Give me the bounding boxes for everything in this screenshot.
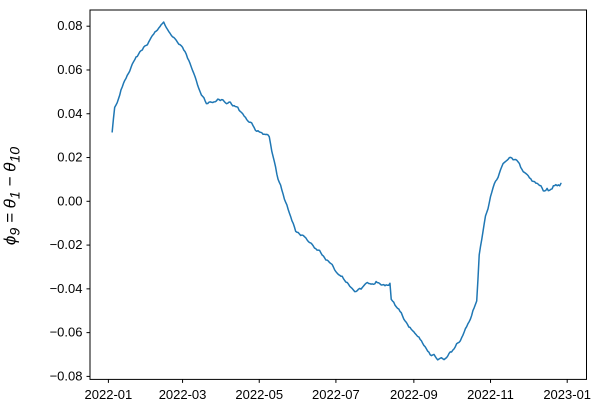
svg-text:0.08: 0.08: [57, 18, 82, 33]
svg-text:0.06: 0.06: [57, 62, 82, 77]
svg-text:2022-05: 2022-05: [235, 387, 283, 402]
svg-text:2022-07: 2022-07: [312, 387, 360, 402]
svg-text:−0.02: −0.02: [50, 237, 83, 252]
svg-text:0.04: 0.04: [57, 106, 82, 121]
svg-text:−0.04: −0.04: [50, 281, 83, 296]
svg-text:2023-01: 2023-01: [543, 387, 591, 402]
svg-text:0.02: 0.02: [57, 150, 82, 165]
svg-text:2022-03: 2022-03: [159, 387, 207, 402]
svg-text:−0.08: −0.08: [50, 368, 83, 383]
svg-text:2022-11: 2022-11: [467, 387, 514, 402]
svg-text:2022-01: 2022-01: [85, 387, 133, 402]
svg-text:0.00: 0.00: [57, 193, 82, 208]
svg-text:−0.06: −0.06: [50, 325, 83, 340]
svg-text:2022-09: 2022-09: [390, 387, 438, 402]
